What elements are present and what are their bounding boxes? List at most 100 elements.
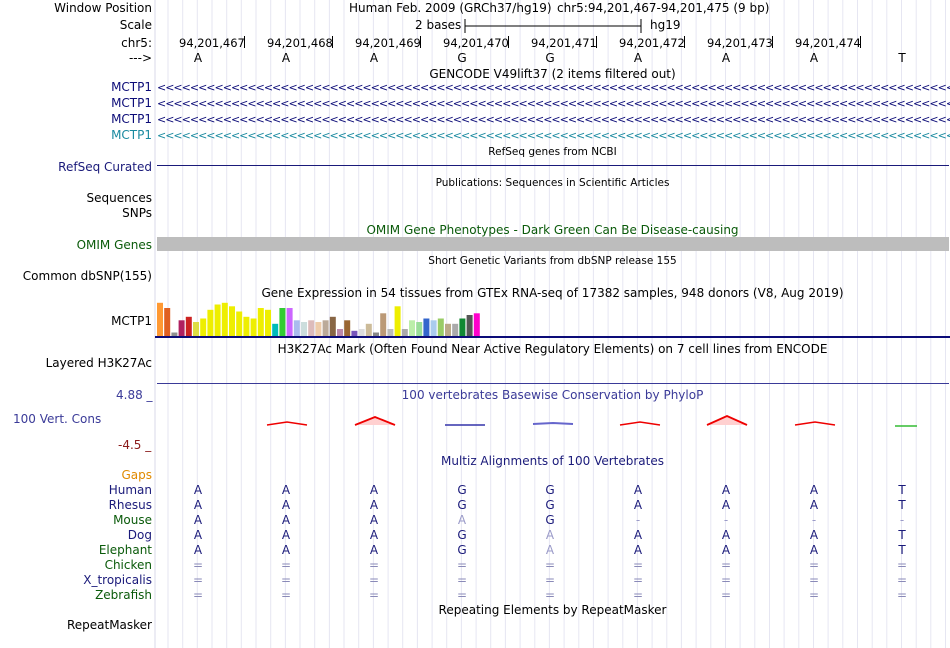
dbsnp-track-title[interactable]: Short Genetic Variants from dbSNP releas…: [428, 255, 677, 267]
gtex-tissue-bar[interactable]: [178, 320, 185, 336]
gtex-tissue-bar[interactable]: [236, 311, 243, 337]
gtex-tissue-bar[interactable]: [365, 323, 372, 336]
gencode-gene-feature[interactable]: <<<<<<<<<<<<<<<<<<<<<<<<<<<<<<<<<<<<<<<<…: [157, 113, 950, 126]
gtex-tissue-bar[interactable]: [250, 318, 257, 337]
omim-gene-bar[interactable]: [157, 237, 949, 251]
repeatmasker-track-title[interactable]: Repeating Elements by RepeatMasker: [438, 603, 667, 617]
gtex-tissue-bar[interactable]: [416, 322, 423, 336]
publications-snps-label[interactable]: SNPs: [122, 206, 152, 220]
multiz-aligned-base: G: [457, 528, 467, 542]
gtex-bar-chart[interactable]: [157, 300, 537, 336]
gtex-tissue-bar[interactable]: [293, 320, 300, 336]
gtex-tissue-bar[interactable]: [301, 322, 307, 336]
gtex-tissue-bar[interactable]: [344, 320, 351, 336]
multiz-aligned-base: A: [545, 528, 555, 542]
position-range[interactable]: chr5:94,201,467-94,201,475 (9 bp): [557, 1, 770, 15]
gtex-track-title[interactable]: Gene Expression in 54 tissues from GTEx …: [261, 286, 844, 300]
gtex-tissue-bar[interactable]: [214, 304, 221, 337]
multiz-species-label[interactable]: Rhesus: [108, 498, 152, 512]
gtex-tissue-bar[interactable]: [373, 332, 379, 337]
omim-label[interactable]: OMIM Genes: [76, 238, 152, 252]
multiz-aligned-base: =: [632, 573, 644, 587]
multiz-species-label[interactable]: Dog: [127, 528, 152, 542]
gtex-tissue-bar[interactable]: [445, 323, 451, 336]
phylop-track-title[interactable]: 100 vertebrates Basewise Conservation by…: [401, 388, 704, 402]
multiz-gaps-label[interactable]: Gaps: [121, 468, 152, 482]
gtex-tissue-bar[interactable]: [437, 318, 444, 337]
multiz-species-label[interactable]: Zebrafish: [95, 588, 152, 602]
gencode-gene-feature[interactable]: <<<<<<<<<<<<<<<<<<<<<<<<<<<<<<<<<<<<<<<<…: [157, 129, 950, 142]
multiz-aligned-base: A: [281, 543, 291, 557]
gtex-tissue-bar[interactable]: [409, 320, 415, 336]
gtex-tissue-bar[interactable]: [272, 323, 279, 336]
gencode-gene-label[interactable]: MCTP1: [111, 128, 152, 142]
ruler-coordinate: 94,201,474: [795, 36, 861, 50]
h3k27ac-track-title[interactable]: H3K27Ac Mark (Often Found Near Active Re…: [277, 342, 828, 356]
gencode-track-title[interactable]: GENCODE V49lift37 (2 items filtered out): [429, 67, 676, 81]
publications-sequences-label[interactable]: Sequences: [86, 191, 152, 205]
phylop-label[interactable]: 100 Vert. Cons: [13, 412, 102, 426]
gtex-tissue-bar[interactable]: [207, 309, 214, 336]
multiz-species-label[interactable]: Mouse: [113, 513, 152, 527]
multiz-aligned-base: A: [721, 498, 731, 512]
omim-track-title[interactable]: OMIM Gene Phenotypes - Dark Green Can Be…: [366, 223, 739, 237]
gtex-tissue-bar[interactable]: [200, 318, 207, 337]
gtex-tissue-bar[interactable]: [171, 332, 178, 337]
gtex-tissue-bar[interactable]: [279, 308, 286, 336]
ruler-tick: [596, 36, 597, 48]
gencode-gene-label[interactable]: MCTP1: [111, 112, 152, 126]
multiz-aligned-base: G: [545, 498, 555, 512]
gtex-tissue-bar[interactable]: [265, 309, 271, 336]
multiz-aligned-base: A: [193, 513, 203, 527]
gtex-tissue-bar[interactable]: [358, 329, 365, 336]
gtex-tissue-bar[interactable]: [308, 320, 315, 336]
gtex-tissue-bar[interactable]: [401, 329, 408, 336]
reference-base: A: [721, 51, 731, 65]
gtex-tissue-bar[interactable]: [164, 308, 171, 336]
gtex-tissue-bar[interactable]: [286, 308, 293, 336]
gtex-tissue-bar[interactable]: [157, 302, 163, 336]
gtex-tissue-bar[interactable]: [229, 306, 235, 336]
multiz-aligned-base: =: [632, 588, 644, 602]
gtex-tissue-bar[interactable]: [315, 322, 322, 336]
gtex-label[interactable]: MCTP1: [111, 314, 152, 328]
dbsnp-label[interactable]: Common dbSNP(155): [22, 269, 152, 283]
publications-track-title[interactable]: Publications: Sequences in Scientific Ar…: [435, 177, 670, 189]
gtex-tissue-bar[interactable]: [380, 313, 387, 336]
gtex-tissue-bar[interactable]: [394, 306, 401, 336]
multiz-species-label[interactable]: Elephant: [98, 543, 152, 557]
gencode-gene-feature[interactable]: <<<<<<<<<<<<<<<<<<<<<<<<<<<<<<<<<<<<<<<<…: [157, 97, 950, 110]
gtex-tissue-bar[interactable]: [459, 318, 466, 337]
gencode-gene-label[interactable]: MCTP1: [111, 80, 152, 94]
gtex-tissue-bar[interactable]: [322, 320, 329, 336]
multiz-species-label[interactable]: Human: [108, 483, 152, 497]
multiz-species-label[interactable]: X_tropicalis: [83, 573, 152, 587]
gencode-gene-label[interactable]: MCTP1: [111, 96, 152, 110]
gtex-tissue-bar[interactable]: [430, 320, 437, 336]
multiz-aligned-base: =: [808, 588, 820, 602]
refseq-label[interactable]: RefSeq Curated: [58, 160, 152, 174]
gtex-tissue-bar[interactable]: [351, 330, 358, 336]
multiz-track-title[interactable]: Multiz Alignments of 100 Vertebrates: [440, 454, 665, 468]
gtex-tissue-bar[interactable]: [257, 308, 264, 336]
gtex-tissue-bar[interactable]: [185, 316, 192, 336]
h3k27ac-label[interactable]: Layered H3K27Ac: [45, 356, 152, 370]
ruler-coordinate: 94,201,471: [531, 36, 597, 50]
gtex-tissue-bar[interactable]: [243, 316, 250, 336]
gtex-tissue-bar[interactable]: [423, 318, 430, 337]
multiz-aligned-base: =: [896, 558, 908, 572]
gtex-tissue-bar[interactable]: [466, 315, 473, 336]
gencode-gene-feature[interactable]: <<<<<<<<<<<<<<<<<<<<<<<<<<<<<<<<<<<<<<<<…: [157, 81, 950, 94]
refseq-track-title[interactable]: RefSeq genes from NCBI: [488, 146, 617, 158]
gtex-tissue-bar[interactable]: [193, 322, 199, 336]
repeatmasker-label[interactable]: RepeatMasker: [66, 618, 152, 632]
gtex-tissue-bar[interactable]: [221, 302, 228, 336]
multiz-aligned-base: A: [457, 513, 467, 527]
gtex-tissue-bar[interactable]: [329, 316, 336, 336]
gtex-tissue-bar[interactable]: [337, 329, 343, 336]
multiz-species-label[interactable]: Chicken: [104, 558, 152, 572]
multiz-aligned-base: A: [369, 528, 379, 542]
gtex-tissue-bar[interactable]: [387, 329, 394, 336]
gtex-tissue-bar[interactable]: [473, 313, 480, 336]
gtex-tissue-bar[interactable]: [452, 323, 459, 336]
